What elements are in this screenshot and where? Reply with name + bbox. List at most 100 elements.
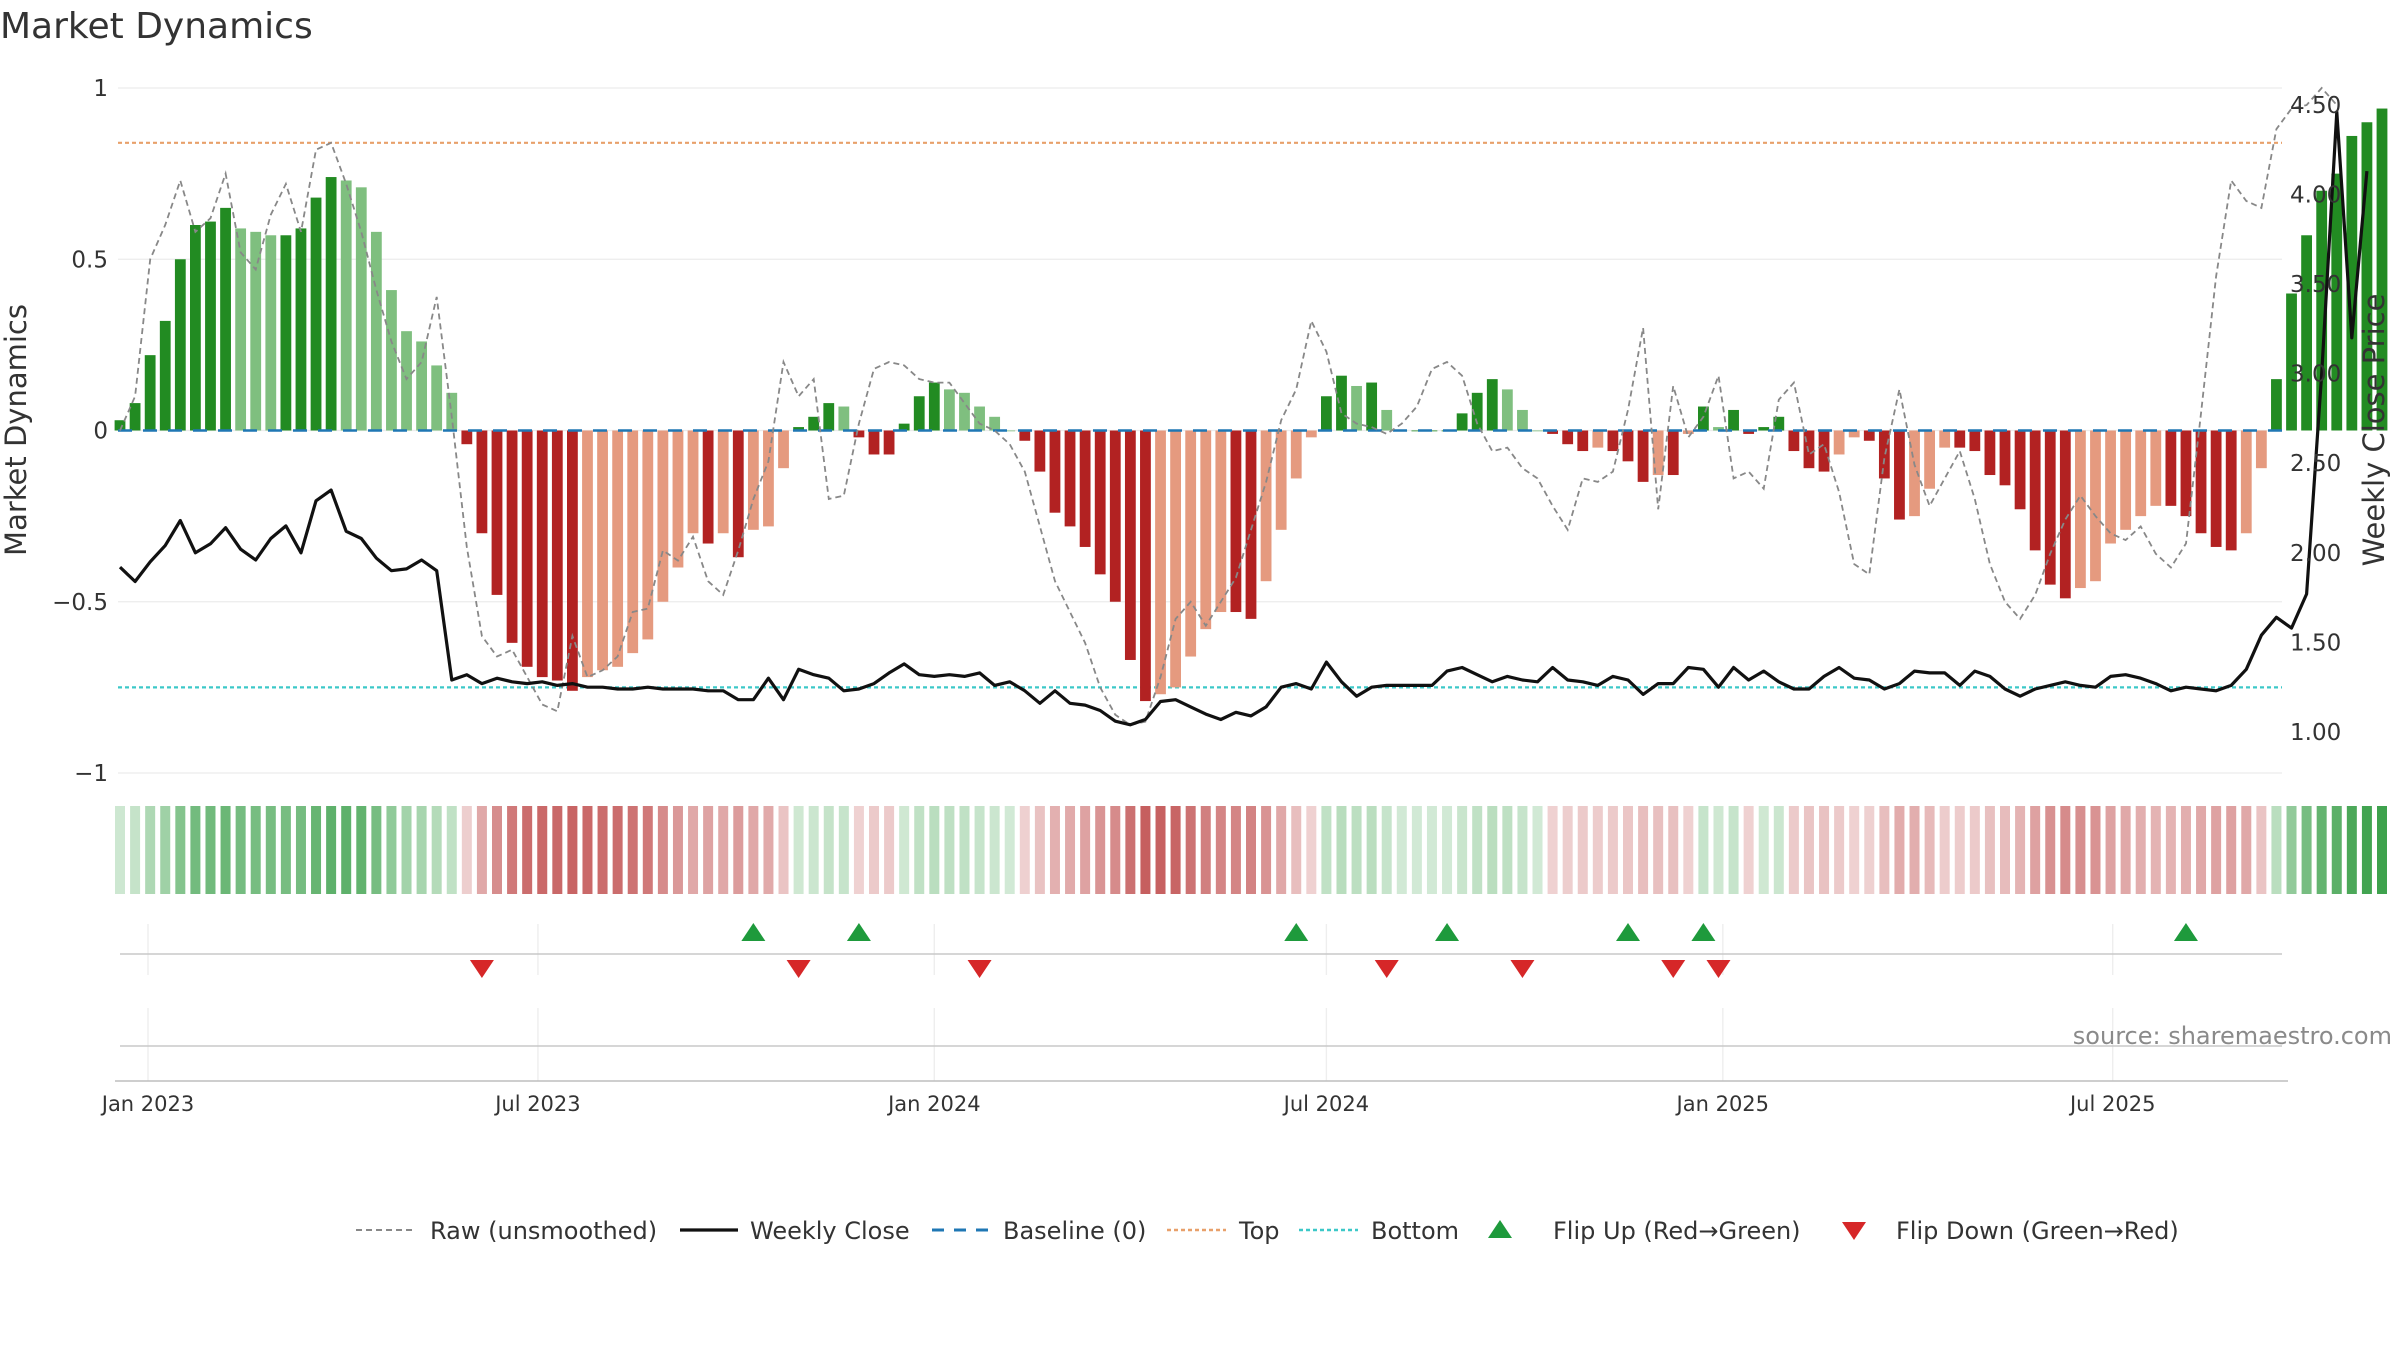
- bar: [2195, 430, 2207, 534]
- legend-flip-up-label: Flip Up (Red→Green): [1553, 1217, 1801, 1245]
- strip-cell: [703, 806, 714, 894]
- bar: [1939, 430, 1951, 448]
- strip-cell: [1864, 806, 1875, 894]
- bar: [717, 430, 729, 534]
- x-tick-label: Jan 2025: [1675, 1092, 1770, 1116]
- strip-cell: [2120, 806, 2131, 894]
- bar: [1305, 430, 1317, 438]
- bar: [1290, 430, 1302, 479]
- strip-cell: [2286, 806, 2297, 894]
- bar: [959, 392, 970, 431]
- right-tick-label: 2.00: [2290, 541, 2341, 567]
- right-tick-label: 2.50: [2290, 451, 2341, 477]
- regime-strip: [115, 806, 2387, 894]
- strip-cell: [130, 806, 141, 894]
- bar: [2255, 430, 2267, 469]
- strip-cell: [1743, 806, 1754, 894]
- right-tick-label: 4.50: [2290, 93, 2341, 119]
- chart-title: Market Dynamics: [0, 6, 313, 47]
- bar: [1682, 430, 1694, 434]
- strip-cell: [1758, 806, 1769, 894]
- bar: [1803, 430, 1815, 469]
- strip-cell: [507, 806, 518, 894]
- bar: [536, 430, 548, 678]
- bar: [898, 423, 910, 431]
- strip-cell: [1140, 806, 1151, 894]
- legend-bottom-label: Bottom: [1371, 1217, 1459, 1245]
- strip-cell: [1246, 806, 1256, 894]
- strip-cell: [884, 806, 895, 894]
- legend-flip-down-label: Flip Down (Green→Red): [1896, 1217, 2179, 1245]
- bar: [1200, 430, 1212, 630]
- flip-up-marker: [846, 923, 871, 941]
- flip-up-marker: [1435, 923, 1460, 941]
- strip-cell: [476, 806, 487, 894]
- strip-cell: [1276, 806, 1287, 894]
- bar: [2044, 430, 2056, 585]
- strip-cell: [2030, 806, 2041, 894]
- bar: [476, 430, 488, 534]
- left-tick-label: 0: [93, 419, 108, 445]
- strip-cell: [1049, 806, 1060, 894]
- bar: [1818, 430, 1830, 472]
- bar: [763, 430, 774, 527]
- strip-cell: [2256, 806, 2267, 894]
- bar: [1788, 430, 1800, 452]
- strip-cell: [311, 806, 322, 894]
- bar: [1124, 430, 1136, 660]
- strip-cell: [1879, 806, 1890, 894]
- strip-cell: [778, 806, 789, 894]
- strip-cell: [2241, 806, 2252, 894]
- strip-cell: [2075, 806, 2086, 894]
- bar: [1607, 430, 1619, 452]
- bar: [1004, 430, 1016, 432]
- strip-cell: [1713, 806, 1724, 894]
- strip-cell: [672, 806, 683, 894]
- bar: [265, 235, 277, 431]
- strip-cell: [989, 806, 1000, 894]
- bar: [2346, 135, 2358, 431]
- strip-cell: [431, 806, 442, 894]
- bar: [491, 430, 503, 595]
- left-tick-label: −0.5: [52, 590, 108, 616]
- bar: [1275, 430, 1287, 530]
- bar: [2376, 108, 2388, 431]
- strip-cell: [718, 806, 729, 894]
- bar: [672, 430, 684, 568]
- bar: [220, 207, 231, 431]
- bar: [1517, 409, 1528, 431]
- bar: [325, 177, 337, 431]
- flip-up-marker: [1616, 923, 1640, 941]
- bar: [1894, 430, 1905, 520]
- bar: [928, 382, 940, 431]
- bar: [1773, 416, 1785, 431]
- bar: [129, 403, 141, 431]
- bar: [1486, 379, 1498, 431]
- strip-cell: [190, 806, 201, 894]
- bar: [627, 430, 639, 654]
- strip-cell: [416, 806, 427, 894]
- strip-cell: [1698, 806, 1709, 894]
- strip-cell: [386, 806, 397, 894]
- bar: [1863, 430, 1875, 441]
- left-axis-ticks: 1 0.5 0 −0.5 −1: [52, 76, 108, 787]
- strip-cell: [1396, 806, 1407, 894]
- bar: [1034, 430, 1046, 472]
- bar: [159, 320, 171, 431]
- strip-cell: [326, 806, 337, 894]
- strip-cell: [1819, 806, 1830, 894]
- strip-cell: [2271, 806, 2282, 894]
- x-tick-label: Jul 2023: [493, 1092, 580, 1116]
- strip-cell: [1019, 806, 1030, 894]
- bar: [1260, 430, 1272, 582]
- strip-cell: [1411, 806, 1422, 894]
- strip-cell: [1351, 806, 1362, 894]
- strip-cell: [1954, 806, 1965, 894]
- bar: [642, 430, 654, 640]
- strip-cell: [1547, 806, 1558, 894]
- bar: [1501, 389, 1513, 431]
- strip-cell: [401, 806, 412, 894]
- flip-down-marker: [1374, 960, 1399, 978]
- strip-cell: [1532, 806, 1543, 894]
- bar: [144, 355, 156, 431]
